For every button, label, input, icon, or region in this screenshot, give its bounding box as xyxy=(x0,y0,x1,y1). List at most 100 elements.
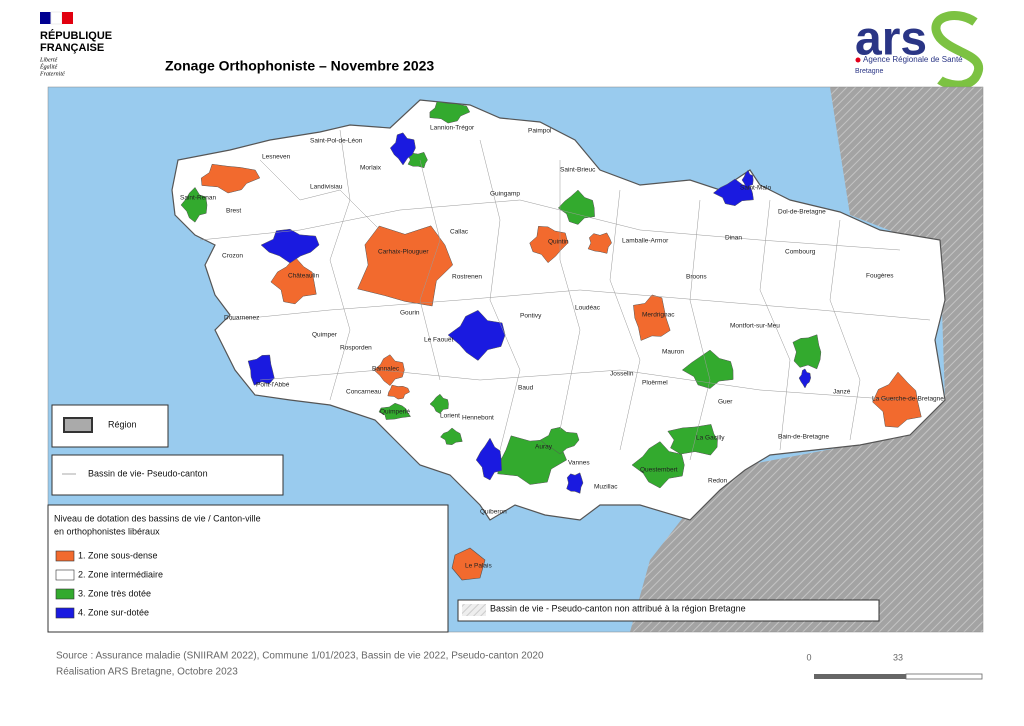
zone xyxy=(633,294,671,341)
zone xyxy=(440,427,463,445)
place-label: Concarneau xyxy=(346,389,382,396)
legend-box xyxy=(47,504,449,633)
place-label: Le Palais xyxy=(465,563,492,570)
zone xyxy=(407,151,428,169)
place-label: Callac xyxy=(450,229,469,236)
zone xyxy=(429,101,471,124)
place-label: Ploërmel xyxy=(642,380,668,387)
place-label: Mauron xyxy=(662,349,684,356)
place-label: Rosporden xyxy=(340,345,372,352)
place-label: Pontivy xyxy=(520,313,542,320)
ars-logo: ars xyxy=(855,13,927,66)
ars-name: Agence Régionale de Santé xyxy=(863,55,963,64)
title: Zonage Orthophoniste – Novembre 2023 xyxy=(165,58,434,74)
place-label: Rostrenen xyxy=(452,274,482,281)
zone xyxy=(373,354,405,386)
legend-swatch xyxy=(55,588,75,600)
zone xyxy=(387,384,410,400)
legend-swatch xyxy=(55,607,75,619)
place-label: Dol-de-Bretagne xyxy=(778,209,826,216)
ars-dot xyxy=(855,57,861,63)
place-label: Vannes xyxy=(568,460,590,467)
scale-label: 0 xyxy=(806,652,811,662)
map-frame xyxy=(47,86,984,633)
place-label: Saint-Pol-de-Léon xyxy=(310,138,363,145)
brittany xyxy=(171,99,946,521)
legend-swatch xyxy=(55,550,75,562)
legend-label: 2. Zone intermédiaire xyxy=(78,569,163,579)
place-label: La Gacilly xyxy=(696,435,725,442)
place-label: Gourin xyxy=(400,310,420,317)
zone xyxy=(247,354,275,386)
zone xyxy=(378,402,412,420)
place-label: Auray xyxy=(535,444,553,451)
ars-swoosh xyxy=(931,11,984,90)
belle-ile xyxy=(451,547,486,581)
zone xyxy=(447,309,506,361)
zone xyxy=(475,437,502,481)
zone xyxy=(557,189,595,225)
zone xyxy=(587,232,612,254)
source: Source : Assurance maladie (SNIIRAM 2022… xyxy=(56,651,544,662)
republic-line: RÉPUBLIQUE xyxy=(40,29,112,42)
place-label: Lorient xyxy=(440,413,460,420)
zone xyxy=(667,424,718,456)
zone xyxy=(741,169,754,191)
zone xyxy=(270,256,317,305)
zone xyxy=(681,349,734,389)
place-label: Paimpol xyxy=(528,128,552,135)
zone xyxy=(712,178,754,206)
zone xyxy=(566,472,584,494)
zone xyxy=(260,228,320,264)
zone xyxy=(539,427,580,455)
place-label: Lamballe-Armor xyxy=(622,238,669,245)
place-label: Muzillac xyxy=(594,484,618,491)
scale-bar xyxy=(905,673,983,680)
legend-unassigned-box xyxy=(457,599,880,622)
place-label: Bain-de-Bretagne xyxy=(778,434,829,441)
place-label: Saint-Malo xyxy=(740,185,771,192)
place-label: La Guerche-de-Bretagne xyxy=(872,396,944,403)
motto: Liberté xyxy=(39,57,58,63)
place-label: Hennebont xyxy=(462,415,494,422)
place-label: Josselin xyxy=(610,371,634,378)
zone xyxy=(529,226,569,264)
flag-white xyxy=(50,11,63,25)
place-label: Landivisiau xyxy=(310,184,343,191)
zone xyxy=(631,441,685,489)
place-label: Guingamp xyxy=(490,191,520,198)
place-label: Brest xyxy=(226,208,241,215)
republic-line: FRANÇAISE xyxy=(40,42,104,54)
legend-label: 4. Zone sur-dotée xyxy=(78,607,149,617)
zone xyxy=(389,132,416,166)
place-label: Pont-l'Abbé xyxy=(256,382,290,389)
place-label: Carhaix-Plouguer xyxy=(378,249,429,256)
place-label: Loudéac xyxy=(575,305,601,312)
zone xyxy=(357,225,453,307)
scale-bar xyxy=(814,674,906,679)
place-label: Saint-Brieuc xyxy=(560,167,596,174)
legend-region: Région xyxy=(108,419,137,429)
neighbour-region xyxy=(630,87,983,632)
zone xyxy=(180,186,208,223)
legend-label: 3. Zone très dotée xyxy=(78,588,151,598)
place-label: Quiberon xyxy=(480,509,507,516)
place-label: Questembert xyxy=(640,467,678,474)
place-label: Merdrignac xyxy=(642,312,675,319)
place-label: Montfort-sur-Meu xyxy=(730,323,780,330)
legend-title: en orthophonistes libéraux xyxy=(54,526,160,536)
zone xyxy=(429,393,449,414)
place-label: Guer xyxy=(718,399,733,406)
flag-blue xyxy=(40,12,51,24)
place-label: Combourg xyxy=(785,249,816,256)
legend-title: Niveau de dotation des bassins de vie / … xyxy=(54,513,261,523)
place-label: Baud xyxy=(518,385,534,392)
legend-label: 1. Zone sous-dense xyxy=(78,550,158,560)
place-label: Dinan xyxy=(725,235,742,242)
place-label: Lannion-Trégor xyxy=(430,125,475,132)
flag-red xyxy=(62,12,73,24)
credit: Réalisation ARS Bretagne, Octobre 2023 xyxy=(56,667,238,678)
zone xyxy=(792,334,822,370)
place-label: Douarnenez xyxy=(224,315,259,322)
